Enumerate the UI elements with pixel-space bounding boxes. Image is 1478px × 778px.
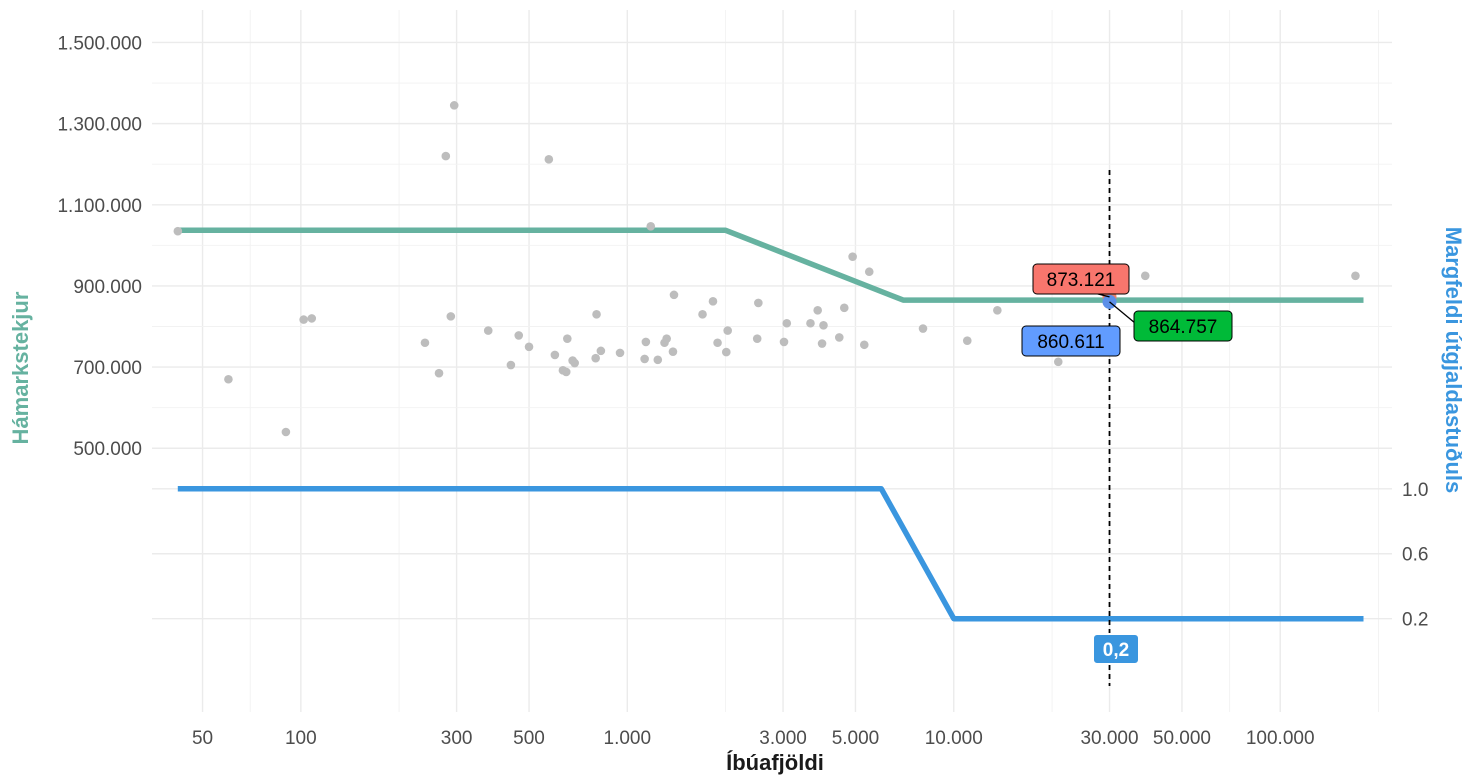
annotation-box [1092,633,1140,665]
y-tick-label-left: 1.300.000 [57,115,142,136]
y-tick-label-left: 1.100.000 [57,196,142,217]
x-tick-label: 5.000 [832,728,880,749]
scatter-point [713,338,722,348]
scatter-point [596,346,606,356]
scatter-point [434,368,444,378]
line-series-multiplier [177,486,1364,622]
annotation-label: 0,2 [1103,640,1129,661]
scatter-point [550,350,560,360]
scatter-point [173,226,183,236]
leader-line [1109,301,1136,324]
scatter-point [224,374,233,384]
annotation-label: 864.757 [1149,317,1218,338]
x-tick-label: 1.000 [604,728,652,749]
scatter-point [819,320,828,330]
scatter-point [483,326,493,335]
scatter-point [591,353,600,363]
annotation-box [1021,325,1121,357]
y-tick-label-right: 0.2 [1402,610,1428,631]
y-tick-label-left: 900.000 [73,277,142,298]
scatter-point [281,427,291,437]
scatter-point [514,331,524,340]
scatter-point [592,310,601,319]
scatter-point [1351,271,1360,281]
scatter-point [446,312,456,321]
scatter-point [859,340,869,350]
annotation-box [1032,263,1130,295]
scatter-point [1053,357,1063,367]
scatter-point [561,367,571,377]
scatter-point [420,338,430,348]
y-axis-title-right: Margfeldi útgjaldastuðuls [1441,227,1466,493]
scatter-point [723,326,732,335]
scatter-point [641,337,651,347]
scatter-point [834,333,844,342]
scatter-point [299,315,308,324]
tick-labels: 50 100 300 500 1.000 3.000 5.000 10.000 30.000 50… [57,33,1428,749]
scatter-point [839,303,849,313]
line-series-revenue [177,227,1364,303]
scatter-point [848,252,857,262]
scatter-point [708,297,718,306]
y-tick-label-left: 500.000 [73,439,142,460]
y-axis-title-left: Hámarkstekjur [8,291,33,444]
scatter-point [570,358,579,368]
scatter-point [864,267,874,277]
scatter-point [779,337,789,347]
scatter-point [307,314,317,323]
x-tick-label: 10.000 [925,728,983,749]
scatter-point [646,221,656,231]
y-tick-label-left: 1.500.000 [57,33,142,54]
y-tick-label-right: 0.6 [1402,545,1428,566]
scatter-point [721,347,731,357]
x-tick-label: 50 [192,728,213,749]
annotation-label: 873.121 [1047,270,1116,291]
scatter-point [1140,271,1150,281]
scatter-point [817,339,827,348]
scatter-point [640,354,649,364]
scatter-point [698,310,707,319]
scatter-point [506,360,516,370]
scatter-point [806,318,815,328]
scatter-point [962,336,972,346]
scatter-point [449,101,459,110]
scatter-point [668,347,678,356]
scatter-point [441,151,451,161]
x-tick-label: 500 [513,728,545,749]
scatter-point [918,324,928,333]
y-tick-label-right: 1.0 [1402,480,1428,501]
annotation-box [1133,310,1233,342]
x-tick-label: 30.000 [1080,728,1138,749]
scatter-point [813,305,822,315]
x-tick-label: 3.000 [759,728,807,749]
x-tick-label: 300 [441,728,473,749]
scatter-point [782,318,792,328]
scatter-point [615,348,625,358]
annotation-labels: 873.121 860.611 864.757 0,2 [1021,263,1233,665]
scatter-point [653,355,663,365]
scatter-point [752,334,762,343]
scatter-point [563,334,572,343]
scatter-point [754,298,763,308]
series-layer [177,227,1364,622]
scatter-point [669,290,679,300]
scatter-points [173,101,1360,437]
gridlines [152,10,1392,712]
scatter-point [524,342,534,352]
annotation-label: 860.611 [1037,332,1104,353]
y-tick-label-left: 700.000 [73,358,142,379]
x-tick-label: 100 [285,728,317,749]
scatter-point [993,305,1002,315]
scatter-point [544,155,554,164]
x-tick-label: 100.000 [1246,728,1315,749]
scatter-point [662,334,671,343]
x-axis-title: Íbúafjöldi [726,750,824,775]
x-tick-label: 50.000 [1153,728,1211,749]
